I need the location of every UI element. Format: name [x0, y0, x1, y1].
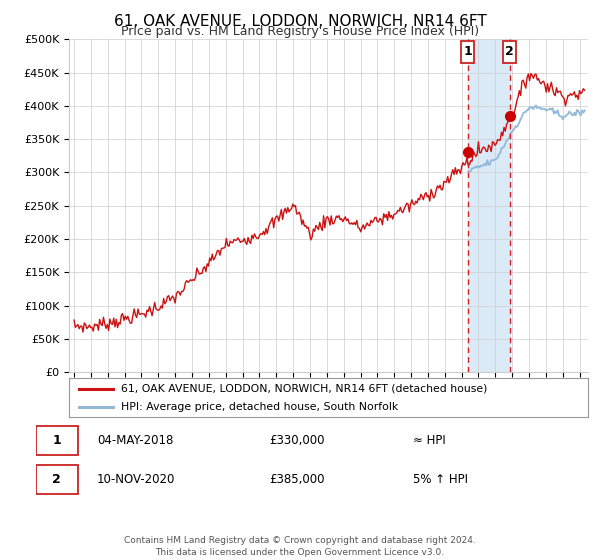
Text: 04-MAY-2018: 04-MAY-2018	[97, 433, 173, 447]
Text: £330,000: £330,000	[269, 433, 325, 447]
Text: 5% ↑ HPI: 5% ↑ HPI	[413, 473, 469, 486]
Text: HPI: Average price, detached house, South Norfolk: HPI: Average price, detached house, Sout…	[121, 402, 398, 412]
Text: ≈ HPI: ≈ HPI	[413, 433, 446, 447]
Text: 1: 1	[463, 45, 472, 58]
Text: 61, OAK AVENUE, LODDON, NORWICH, NR14 6FT (detached house): 61, OAK AVENUE, LODDON, NORWICH, NR14 6F…	[121, 384, 487, 394]
Text: Contains HM Land Registry data © Crown copyright and database right 2024.
This d: Contains HM Land Registry data © Crown c…	[124, 536, 476, 557]
FancyBboxPatch shape	[36, 426, 77, 455]
Text: Price paid vs. HM Land Registry's House Price Index (HPI): Price paid vs. HM Land Registry's House …	[121, 25, 479, 38]
Text: 1: 1	[52, 433, 61, 447]
Text: £385,000: £385,000	[269, 473, 325, 486]
Text: 2: 2	[505, 45, 514, 58]
Text: 10-NOV-2020: 10-NOV-2020	[97, 473, 175, 486]
Bar	[467, 39, 510, 372]
Text: 61, OAK AVENUE, LODDON, NORWICH, NR14 6FT: 61, OAK AVENUE, LODDON, NORWICH, NR14 6F…	[113, 14, 487, 29]
FancyBboxPatch shape	[461, 41, 474, 63]
Text: 2: 2	[52, 473, 61, 486]
FancyBboxPatch shape	[36, 465, 77, 494]
FancyBboxPatch shape	[503, 41, 516, 63]
